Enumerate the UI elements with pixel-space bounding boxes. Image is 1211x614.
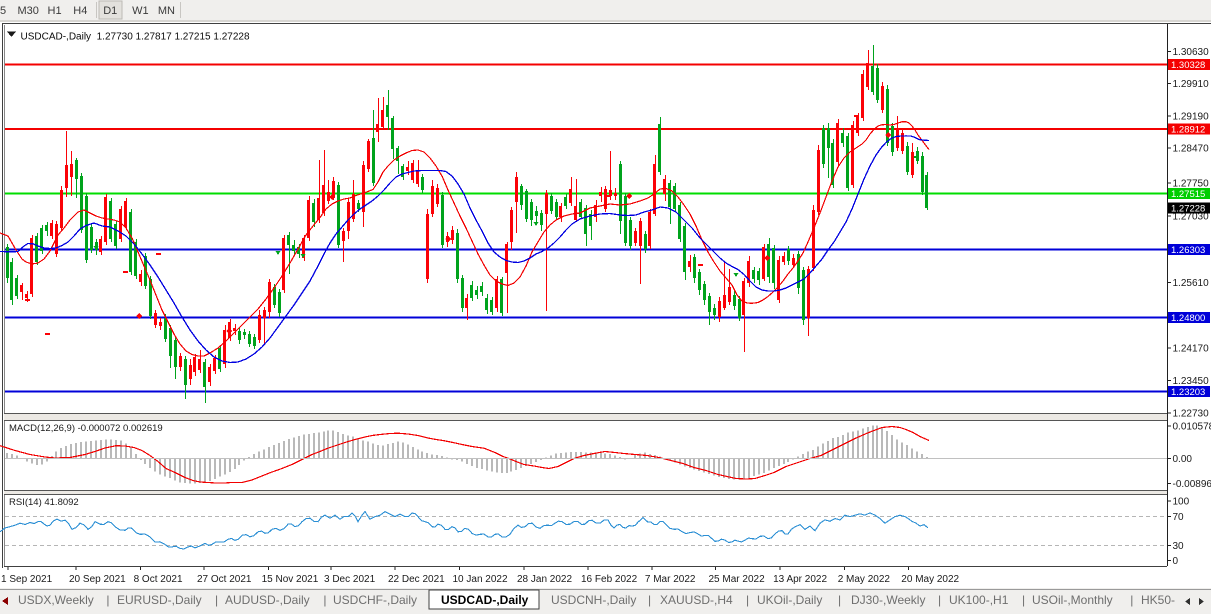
svg-text:USDCAD-,Daily 1.27730 1.27817: USDCAD-,Daily 1.27730 1.27817 1.27215 1.… [21, 32, 250, 43]
svg-text:1.22730: 1.22730 [1173, 409, 1210, 420]
svg-text:10 Jan 2022: 10 Jan 2022 [453, 574, 508, 585]
svg-text:1.26303: 1.26303 [1171, 245, 1205, 256]
svg-text:XAUUSD-,H4: XAUUSD-,H4 [660, 593, 733, 607]
svg-text:USOil-,Monthly: USOil-,Monthly [1032, 593, 1113, 607]
svg-text:1.28470: 1.28470 [1173, 144, 1210, 155]
svg-text:0.00: 0.00 [1173, 454, 1193, 465]
svg-text:-0.00896: -0.00896 [1173, 479, 1211, 490]
svg-text:|: | [106, 593, 109, 607]
svg-text:20 Sep 2021: 20 Sep 2021 [69, 574, 126, 585]
svg-text:USDCAD-,Daily: USDCAD-,Daily [441, 593, 529, 607]
svg-text:70: 70 [1173, 512, 1185, 523]
svg-text:25 Mar 2022: 25 Mar 2022 [709, 574, 766, 585]
svg-text:1 Sep 2021: 1 Sep 2021 [1, 574, 53, 585]
svg-text:M30: M30 [18, 5, 39, 17]
svg-text:0: 0 [1173, 556, 1179, 567]
svg-text:USDCHF-,Daily: USDCHF-,Daily [333, 593, 417, 607]
svg-text:3 Dec 2021: 3 Dec 2021 [324, 574, 376, 585]
svg-text:30: 30 [1173, 541, 1185, 552]
svg-text:USDX,Weekly: USDX,Weekly [18, 593, 94, 607]
svg-text:|: | [648, 593, 651, 607]
svg-text:1.30328: 1.30328 [1171, 60, 1205, 71]
svg-text:1.27750: 1.27750 [1173, 179, 1210, 190]
svg-text:H4: H4 [73, 5, 87, 17]
svg-text:0.010578: 0.010578 [1173, 422, 1211, 433]
svg-text:|: | [215, 593, 218, 607]
svg-text:USDCNH-,Daily: USDCNH-,Daily [551, 593, 636, 607]
svg-text:UK100-,H1: UK100-,H1 [949, 593, 1009, 607]
svg-text:HK50-: HK50- [1141, 593, 1175, 607]
svg-text:28 Jan 2022: 28 Jan 2022 [517, 574, 572, 585]
svg-text:H1: H1 [48, 5, 62, 17]
svg-text:1.24800: 1.24800 [1171, 313, 1205, 324]
svg-text:|: | [746, 593, 749, 607]
svg-text:16 Feb 2022: 16 Feb 2022 [581, 574, 638, 585]
svg-text:1.25610: 1.25610 [1173, 278, 1210, 289]
svg-text:15 Nov 2021: 15 Nov 2021 [262, 574, 319, 585]
svg-text:1.29910: 1.29910 [1173, 79, 1210, 90]
svg-text:2 May 2022: 2 May 2022 [838, 574, 891, 585]
svg-text:22 Dec 2021: 22 Dec 2021 [388, 574, 445, 585]
svg-text:MN: MN [158, 5, 175, 17]
svg-text:1.27228: 1.27228 [1171, 204, 1205, 215]
svg-text:DJ30-,Weekly: DJ30-,Weekly [851, 593, 925, 607]
svg-text:100: 100 [1173, 496, 1190, 507]
svg-text:1.23203: 1.23203 [1171, 387, 1205, 398]
svg-text:1.28912: 1.28912 [1171, 125, 1205, 136]
svg-text:27 Oct 2021: 27 Oct 2021 [197, 574, 252, 585]
svg-text:MACD(12,26,9) -0.000072 0.0026: MACD(12,26,9) -0.000072 0.002619 [9, 423, 163, 434]
svg-text:1.29190: 1.29190 [1173, 112, 1210, 123]
svg-text:UKOil-,Daily: UKOil-,Daily [757, 593, 822, 607]
svg-text:13 Apr 2022: 13 Apr 2022 [773, 574, 827, 585]
svg-text:RSI(14) 41.8092: RSI(14) 41.8092 [9, 497, 79, 508]
svg-text:1.23450: 1.23450 [1173, 376, 1210, 387]
svg-text:1.30630: 1.30630 [1173, 47, 1210, 58]
svg-text:.5: .5 [0, 5, 6, 17]
svg-text:1.27515: 1.27515 [1171, 189, 1205, 200]
svg-text:AUDUSD-,Daily: AUDUSD-,Daily [225, 593, 310, 607]
svg-text:W1: W1 [132, 5, 149, 17]
svg-text:1.24170: 1.24170 [1173, 344, 1210, 355]
svg-text:|: | [1130, 593, 1133, 607]
svg-text:8 Oct 2021: 8 Oct 2021 [134, 574, 183, 585]
svg-text:7 Mar 2022: 7 Mar 2022 [645, 574, 696, 585]
svg-text:|: | [938, 593, 941, 607]
svg-text:|: | [838, 593, 841, 607]
svg-text:|: | [323, 593, 326, 607]
svg-text:20 May 2022: 20 May 2022 [901, 574, 959, 585]
svg-text:1.27030: 1.27030 [1173, 212, 1210, 223]
svg-text:|: | [1022, 593, 1025, 607]
svg-text:EURUSD-,Daily: EURUSD-,Daily [117, 593, 202, 607]
svg-text:D1: D1 [103, 5, 117, 17]
